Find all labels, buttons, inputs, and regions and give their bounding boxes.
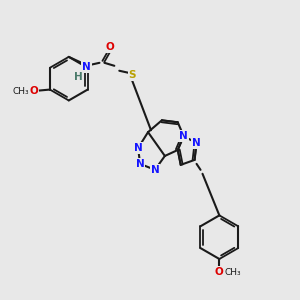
- Text: N: N: [134, 143, 142, 153]
- Text: N: N: [151, 165, 159, 175]
- Text: O: O: [30, 85, 38, 96]
- Text: S: S: [128, 70, 136, 80]
- Text: CH₃: CH₃: [13, 87, 29, 96]
- Text: N: N: [136, 159, 145, 169]
- Text: O: O: [215, 267, 224, 277]
- Text: H: H: [74, 72, 83, 82]
- Text: O: O: [106, 42, 115, 52]
- Text: CH₃: CH₃: [225, 268, 242, 278]
- Text: N: N: [82, 62, 91, 72]
- Text: N: N: [179, 131, 188, 141]
- Text: N: N: [192, 138, 201, 148]
